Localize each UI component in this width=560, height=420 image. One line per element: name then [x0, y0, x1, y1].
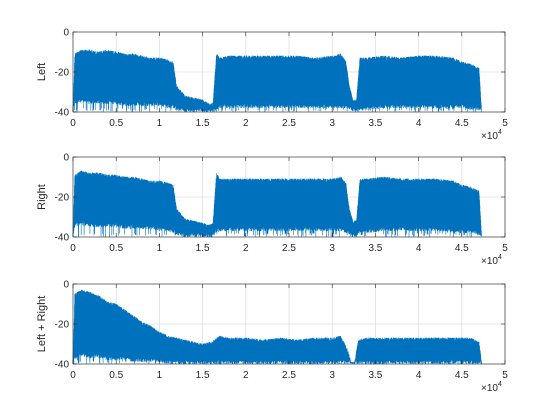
x-tick-label: 2.5 [282, 243, 296, 254]
subplot-1: 0 0.5 1 1.5 2 2.5 3 3.5 4 4.5 5 -40 -20 0 Left ×104 [36, 28, 508, 143]
x-tick-label: 2.5 [282, 370, 296, 381]
x-tick-label: 2 [243, 118, 249, 129]
x-tick-label: 1 [157, 118, 163, 129]
y-tick-label: -20 [55, 68, 70, 79]
x-tick-label: 3.5 [368, 370, 382, 381]
subplot-3: 0 0.5 1 1.5 2 2.5 3 3.5 4 4.5 5 -40 -20 0 Left + Right… [36, 280, 508, 395]
x-tick-label: 5 [502, 243, 508, 254]
y-tick-label: -20 [55, 320, 70, 331]
x-tick-label: 5 [502, 370, 508, 381]
x-tick-label: 5 [502, 118, 508, 129]
y-axis-label: Left [36, 63, 48, 81]
y-tick-label: 0 [63, 28, 69, 39]
x-tick-label: 0 [70, 370, 76, 381]
x-tick-label: 4 [416, 243, 422, 254]
x-tick-label: 3.5 [368, 118, 382, 129]
x-tick-label: 2.5 [282, 118, 296, 129]
x-tick-label: 4.5 [455, 243, 469, 254]
x-tick-label: 1.5 [196, 118, 210, 129]
x-exponent-label: ×104 [481, 381, 502, 394]
x-tick-label: 2 [243, 243, 249, 254]
x-tick-label: 0.5 [109, 243, 123, 254]
x-tick-label: 3 [329, 370, 335, 381]
x-tick-label: 4.5 [455, 370, 469, 381]
x-tick-label: 0.5 [109, 370, 123, 381]
y-tick-label: -40 [55, 108, 70, 119]
x-tick-label: 3.5 [368, 243, 382, 254]
x-exponent-label: ×104 [481, 129, 502, 142]
x-tick-label: 3 [329, 118, 335, 129]
y-tick-label: 0 [63, 280, 69, 291]
x-tick-label: 2 [243, 370, 249, 381]
x-tick-label: 0 [70, 243, 76, 254]
subplot-2: 0 0.5 1 1.5 2 2.5 3 3.5 4 4.5 5 -40 -20 0 Right ×104 [36, 153, 508, 268]
subplots: 0 0.5 1 1.5 2 2.5 3 3.5 4 4.5 5 -40 -20 0 Left ×104 0 0.5… [36, 28, 508, 395]
x-tick-label: 4 [416, 118, 422, 129]
y-axis-label: Right [36, 184, 48, 210]
y-tick-label: -40 [55, 360, 70, 371]
x-tick-label: 3 [329, 243, 335, 254]
y-tick-label: 0 [63, 153, 69, 164]
x-tick-label: 1.5 [196, 370, 210, 381]
series-line [72, 289, 482, 365]
y-tick-label: -20 [55, 193, 70, 204]
x-tick-label: 1 [157, 370, 163, 381]
y-tick-label: -40 [55, 233, 70, 244]
x-tick-label: 4.5 [455, 118, 469, 129]
y-axis-label: Left + Right [36, 296, 48, 353]
x-tick-label: 0.5 [109, 118, 123, 129]
x-tick-label: 0 [70, 118, 76, 129]
x-tick-label: 1.5 [196, 243, 210, 254]
series-line [72, 170, 482, 238]
series-line [72, 49, 482, 113]
x-tick-label: 1 [157, 243, 163, 254]
x-tick-label: 4 [416, 370, 422, 381]
x-exponent-label: ×104 [481, 254, 502, 267]
